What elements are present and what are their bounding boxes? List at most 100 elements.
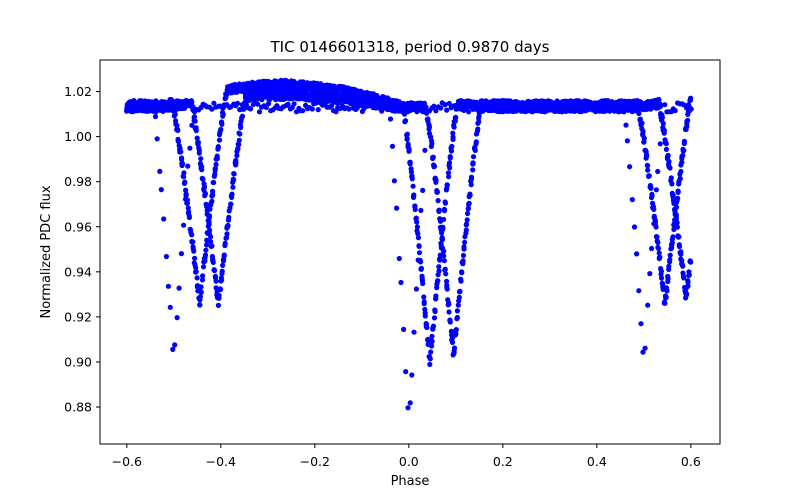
data-point — [424, 324, 430, 331]
data-point — [621, 109, 627, 115]
data-point — [208, 234, 214, 240]
data-point — [176, 285, 182, 291]
data-point — [178, 251, 184, 257]
data-point — [185, 163, 191, 169]
data-point — [431, 163, 438, 169]
data-point — [676, 234, 682, 240]
data-point — [194, 275, 200, 281]
data-point — [178, 149, 184, 155]
data-point — [458, 278, 464, 284]
data-point — [170, 346, 176, 352]
data-point — [416, 243, 422, 249]
y-tick-label: 0.98 — [64, 174, 92, 189]
data-point — [416, 250, 423, 256]
data-point — [641, 135, 647, 141]
data-point — [234, 100, 241, 106]
data-point — [207, 227, 213, 233]
data-point — [460, 252, 467, 259]
data-point — [220, 111, 226, 117]
data-point — [231, 177, 237, 183]
data-point — [219, 121, 225, 127]
x-axis-label: Phase — [391, 474, 430, 489]
data-point — [229, 191, 235, 197]
data-point — [408, 166, 414, 172]
data-point — [193, 128, 199, 134]
data-point — [405, 405, 411, 411]
data-point — [681, 138, 688, 144]
data-point — [157, 168, 163, 174]
data-point — [215, 144, 221, 150]
data-point — [442, 266, 448, 272]
data-point — [433, 177, 439, 183]
data-point — [315, 107, 321, 113]
data-point — [413, 286, 419, 292]
data-point — [173, 118, 179, 124]
data-point — [175, 138, 181, 144]
data-point — [435, 198, 441, 204]
data-point — [688, 259, 694, 265]
data-point — [674, 220, 680, 226]
x-axis-ticks: −0.6 −0.4 −0.2 0.0 0.2 0.4 0.6 — [112, 444, 701, 469]
data-point — [212, 267, 218, 274]
data-point — [661, 130, 667, 136]
data-point — [466, 109, 472, 115]
data-point — [212, 171, 218, 177]
data-point — [204, 237, 210, 243]
data-point — [446, 100, 452, 107]
data-point — [670, 195, 677, 201]
data-point — [285, 101, 291, 107]
data-point — [676, 242, 682, 248]
data-point — [436, 268, 442, 274]
data-point — [660, 120, 666, 127]
data-point — [247, 106, 254, 112]
data-point — [411, 192, 417, 198]
data-point — [674, 224, 681, 230]
data-point — [462, 239, 468, 245]
data-point — [665, 152, 671, 158]
data-point — [420, 280, 426, 287]
data-point — [459, 270, 465, 276]
data-point — [687, 97, 694, 103]
data-point — [640, 349, 646, 355]
data-point — [200, 273, 206, 279]
data-point — [436, 264, 442, 270]
data-point — [189, 99, 195, 105]
data-point — [445, 170, 452, 176]
data-point — [450, 130, 456, 136]
data-point — [666, 263, 672, 269]
data-point — [221, 252, 227, 258]
data-point — [235, 146, 241, 152]
data-point — [204, 242, 210, 248]
data-point — [667, 165, 673, 171]
data-point — [472, 147, 478, 153]
data-point — [415, 235, 421, 241]
data-point — [417, 259, 424, 265]
data-point — [444, 278, 450, 284]
data-point — [681, 275, 687, 281]
data-point — [174, 123, 180, 129]
data-point — [389, 143, 396, 149]
data-point — [190, 239, 196, 245]
data-point — [641, 139, 647, 145]
data-point — [410, 183, 416, 189]
data-point — [666, 158, 672, 165]
data-point — [636, 288, 642, 294]
data-point — [181, 170, 187, 176]
data-point — [446, 301, 452, 307]
data-point — [404, 131, 410, 137]
data-point — [446, 174, 452, 180]
data-point — [431, 103, 437, 109]
data-point — [418, 207, 424, 213]
data-point — [642, 345, 648, 351]
data-point — [441, 208, 448, 214]
data-point — [442, 102, 448, 108]
data-point — [449, 143, 455, 149]
data-point — [256, 109, 263, 115]
data-point — [430, 154, 436, 160]
data-point — [659, 112, 665, 118]
data-point — [217, 286, 224, 293]
data-point — [464, 210, 471, 217]
data-point — [204, 211, 210, 217]
data-point — [651, 206, 657, 212]
